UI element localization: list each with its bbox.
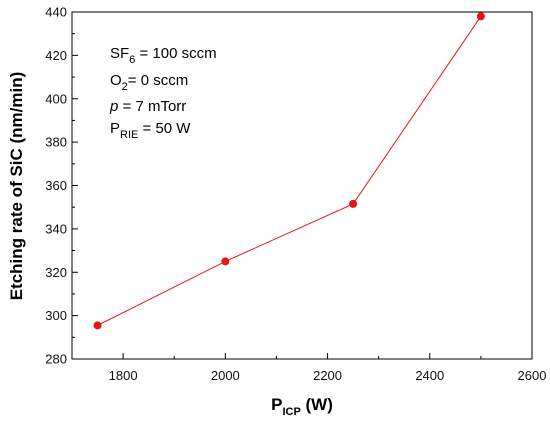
y-tick-label: 380 [45, 135, 67, 150]
y-tick-label: 340 [45, 221, 67, 236]
y-tick-label: 360 [45, 178, 67, 193]
x-tick-label: 2600 [518, 368, 547, 383]
data-point [93, 321, 102, 330]
y-tick-label: 280 [45, 352, 67, 367]
y-tick-label: 400 [45, 91, 67, 106]
data-point [221, 257, 230, 266]
x-tick-label: 2400 [415, 368, 444, 383]
x-tick-labels: 1800 2000 2200 2400 2600 [109, 368, 547, 383]
y-tick-label: 420 [45, 48, 67, 63]
annotation-o2: O2= 0 sccm [110, 72, 188, 93]
x-axis-title: PICP (W) [271, 395, 333, 418]
data-point [476, 12, 485, 21]
x-tick-label: 1800 [109, 368, 138, 383]
annotation-pressure: p = 7 mTorr [109, 98, 186, 115]
y-tick-labels: 280 300 320 340 360 380 400 420 440 [45, 5, 67, 367]
y-tick-label: 320 [45, 265, 67, 280]
annotation-sf6: SF6 = 100 sccm [110, 45, 217, 66]
series-line [97, 16, 482, 326]
series-group [93, 12, 485, 330]
x-tick-label: 2000 [211, 368, 240, 383]
plot-area [71, 11, 533, 360]
x-tick-label: 2200 [313, 368, 342, 383]
axis-ticks [71, 11, 533, 360]
y-tick-label: 300 [45, 308, 67, 323]
y-tick-label: 440 [45, 5, 67, 20]
annotation-prie: PRIE = 50 W [110, 120, 191, 141]
data-point [349, 199, 358, 208]
y-axis-title: Etching rate of SiC (nm/min) [7, 72, 26, 301]
